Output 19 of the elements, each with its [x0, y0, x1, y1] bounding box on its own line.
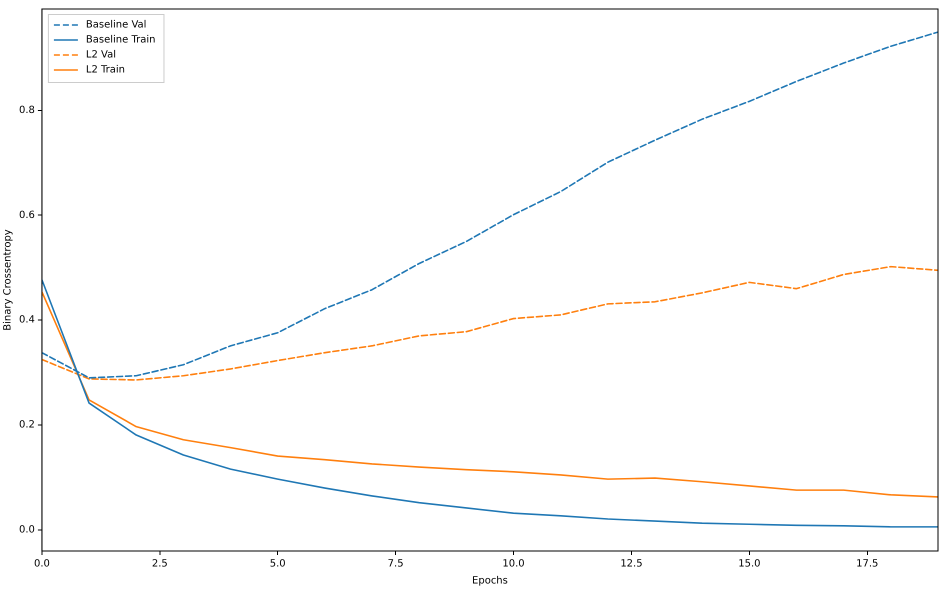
- legend-label: Baseline Val: [86, 20, 146, 31]
- y-tick-label: 0.8: [18, 104, 35, 116]
- x-tick-label: 2.5: [152, 558, 168, 570]
- x-tick-label: 7.5: [388, 558, 404, 570]
- x-tick-label: 5.0: [270, 558, 286, 570]
- x-axis-title: Epochs: [472, 576, 508, 587]
- y-tick-label: 0.4: [18, 314, 35, 326]
- legend-label: Baseline Train: [86, 34, 156, 46]
- legend-label: L2 Val: [86, 50, 116, 61]
- x-tick-label: 12.5: [620, 558, 643, 570]
- x-tick-label: 15.0: [738, 558, 760, 570]
- x-tick-label: 10.0: [502, 558, 525, 570]
- y-tick-label: 0.6: [18, 210, 35, 221]
- x-tick-label: 17.5: [856, 558, 878, 570]
- y-axis-title: Binary Crossentropy: [2, 229, 14, 331]
- y-tick-label: 0.0: [18, 524, 35, 536]
- x-tick-label: 0.0: [34, 558, 50, 570]
- y-tick-label: 0.2: [18, 420, 35, 431]
- legend-label: L2 Train: [86, 64, 126, 76]
